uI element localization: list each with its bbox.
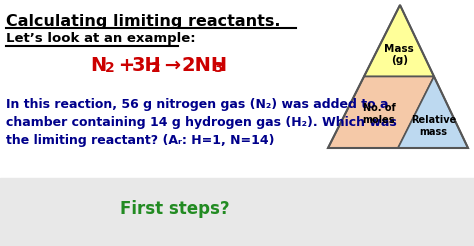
Text: Mass
(g): Mass (g) — [384, 44, 414, 65]
Text: Let’s look at an example:: Let’s look at an example: — [6, 32, 196, 45]
Text: 3: 3 — [213, 61, 223, 75]
Text: +: + — [112, 56, 142, 75]
Bar — [0, 178, 474, 246]
Text: No. of
moles: No. of moles — [363, 104, 395, 125]
Polygon shape — [364, 5, 434, 77]
Text: First steps?: First steps? — [120, 200, 230, 218]
Text: →: → — [158, 56, 188, 75]
Text: the limiting reactant? (Aᵣ: H=1, N=14): the limiting reactant? (Aᵣ: H=1, N=14) — [6, 134, 274, 147]
Text: 2: 2 — [151, 61, 161, 75]
Text: Relative
mass: Relative mass — [410, 115, 456, 137]
Text: N: N — [90, 56, 106, 75]
Text: In this reaction, 56 g nitrogen gas (N₂) was added to a: In this reaction, 56 g nitrogen gas (N₂)… — [6, 98, 389, 111]
Text: 2NH: 2NH — [182, 56, 228, 75]
Text: Calculating limiting reactants.: Calculating limiting reactants. — [6, 14, 281, 29]
Text: 3H: 3H — [132, 56, 162, 75]
Text: 2: 2 — [105, 61, 115, 75]
Polygon shape — [398, 77, 468, 148]
Text: chamber containing 14 g hydrogen gas (H₂). Which was: chamber containing 14 g hydrogen gas (H₂… — [6, 116, 397, 129]
Polygon shape — [328, 77, 434, 148]
